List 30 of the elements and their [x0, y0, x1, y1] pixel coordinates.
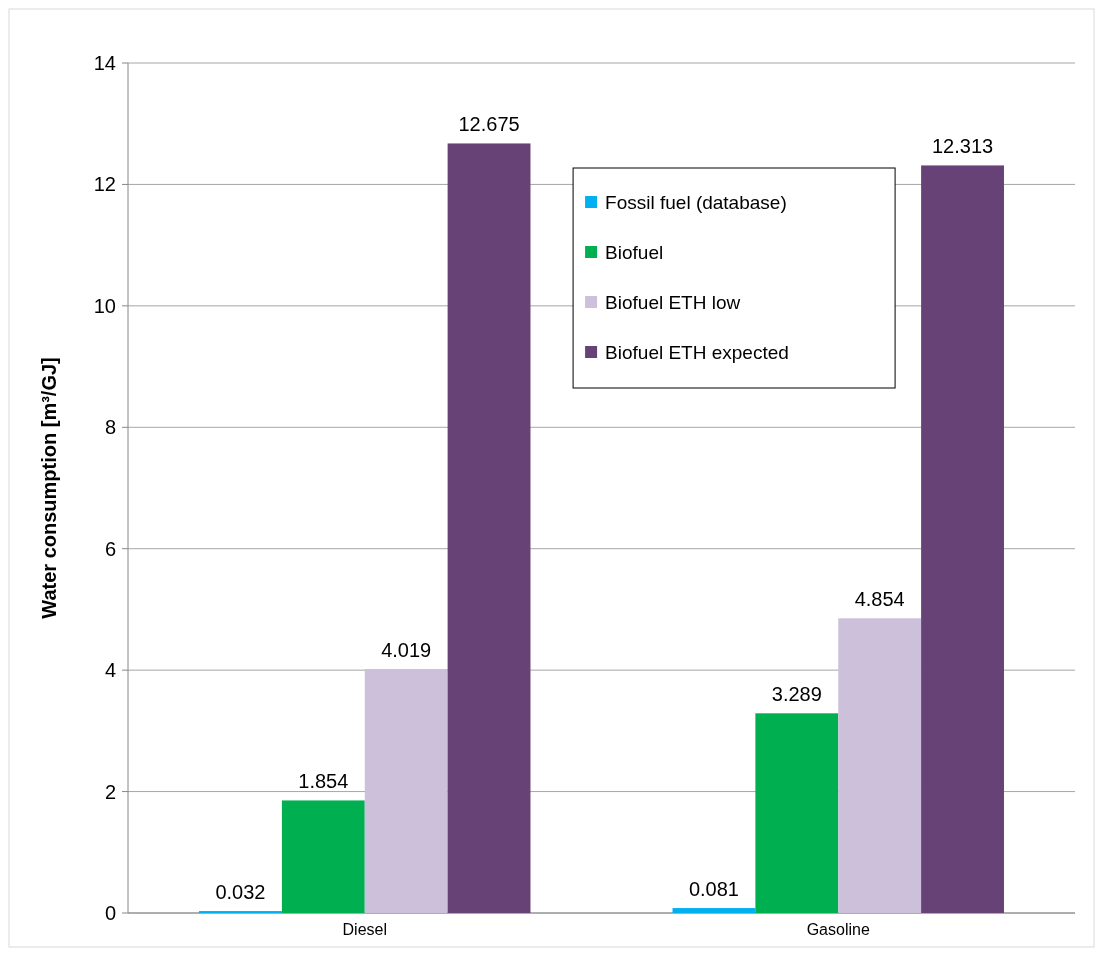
y-tick-label: 0 — [104, 902, 116, 924]
data-label: 4.019 — [381, 638, 432, 661]
bar — [447, 143, 531, 913]
data-label: 0.032 — [215, 881, 266, 904]
legend-label: Biofuel — [605, 241, 664, 263]
legend-label: Biofuel ETH low — [605, 291, 741, 313]
data-label: 1.854 — [298, 770, 349, 793]
bar — [364, 668, 448, 913]
bar — [281, 800, 365, 913]
data-label: 3.289 — [771, 683, 822, 706]
bar — [838, 618, 922, 913]
data-label: 12.675 — [458, 113, 520, 136]
y-tick-label: 12 — [93, 173, 116, 196]
y-tick-label: 4 — [104, 659, 116, 682]
y-tick-label: 6 — [104, 537, 116, 560]
bar — [672, 908, 756, 913]
bar — [755, 713, 839, 913]
x-tick-label: Gasoline — [806, 921, 870, 938]
data-label: 0.081 — [688, 878, 739, 901]
y-tick-label: 10 — [93, 294, 116, 317]
data-label: 4.854 — [854, 588, 905, 611]
legend-label: Biofuel ETH expected — [605, 341, 789, 363]
y-tick-label: 8 — [104, 416, 116, 439]
x-tick-label: Diesel — [342, 921, 387, 938]
y-tick-label: 14 — [93, 52, 116, 74]
y-axis-title: Water consumption [m³/GJ] — [38, 357, 60, 619]
data-label: 12.313 — [931, 135, 994, 158]
bar — [921, 165, 1004, 913]
legend-label: Fossil fuel (database) — [605, 191, 787, 213]
y-tick-label: 2 — [104, 780, 116, 803]
